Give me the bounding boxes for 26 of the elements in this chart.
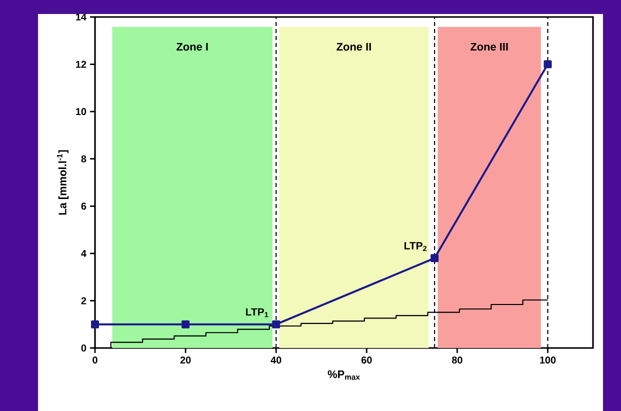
band-label: Zone I (176, 42, 208, 51)
point (544, 60, 552, 68)
annotation: LTP$_{1}$ (246, 308, 268, 318)
point (91, 320, 100, 328)
y-axis-title: La [mmol.l$^{-1}$] (57, 150, 69, 215)
x-axis-title: %P$_{max}$ (328, 370, 360, 380)
y-tick-label: 4 (81, 250, 86, 257)
band-label: Zone III (470, 42, 508, 51)
point (272, 320, 280, 328)
x-tick-label: 80 (452, 356, 462, 364)
x-tick-label: 100 (540, 356, 556, 364)
point (430, 254, 439, 262)
y-tick-label: 2 (81, 297, 86, 304)
x-tick-label: 20 (180, 356, 191, 364)
band-label: Zone II (336, 42, 371, 51)
x-tick-label: 40 (270, 356, 282, 364)
x-tick-label: 0 (92, 356, 98, 364)
y-tick-label: 0 (81, 344, 86, 352)
y-tick-label: 14 (76, 14, 86, 20)
x-tick-label: 60 (361, 356, 372, 364)
y-tick-label: 12 (76, 60, 86, 68)
y-tick-label: 10 (76, 108, 86, 116)
y-tick-label: 8 (81, 155, 86, 162)
annotation: LTP$_{2}$ (404, 242, 427, 251)
y-tick-label: 6 (81, 202, 86, 210)
point (182, 320, 190, 328)
